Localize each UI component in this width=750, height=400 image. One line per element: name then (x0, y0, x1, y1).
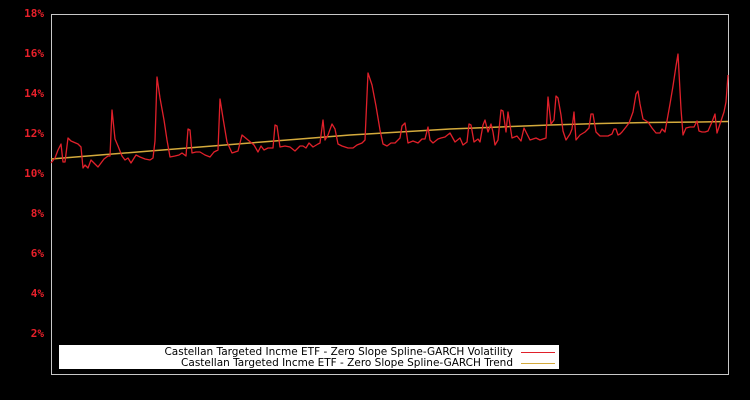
legend-swatch-trend (521, 362, 555, 364)
legend-item-volatility: Castellan Targeted Incme ETF - Zero Slop… (164, 346, 555, 358)
y-tick-label: 14% (24, 87, 44, 100)
y-tick-label: 10% (24, 167, 44, 180)
legend-label-trend: Castellan Targeted Incme ETF - Zero Slop… (181, 357, 513, 369)
volatility-line (50, 53, 729, 169)
y-tick-label: 4% (30, 287, 44, 300)
plot-frame (51, 14, 729, 375)
y-tick-label: 12% (24, 127, 44, 140)
y-tick-label: 18% (24, 7, 44, 20)
legend-item-trend: Castellan Targeted Incme ETF - Zero Slop… (181, 357, 555, 369)
legend-label-volatility: Castellan Targeted Incme ETF - Zero Slop… (164, 346, 513, 358)
y-tick-label: 6% (30, 247, 44, 260)
legend: Castellan Targeted Incme ETF - Zero Slop… (59, 345, 559, 369)
legend-swatch-volatility (521, 351, 555, 353)
y-tick-label: 8% (30, 207, 44, 220)
y-tick-label: 16% (24, 47, 44, 60)
y-tick-label: 2% (30, 327, 44, 340)
trend-line (50, 120, 729, 160)
